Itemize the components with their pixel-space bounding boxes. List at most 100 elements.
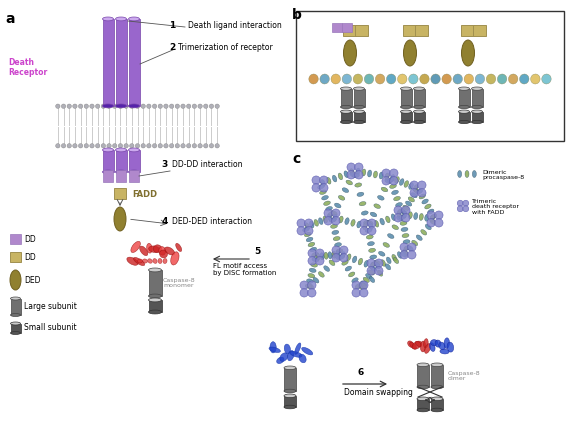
Ellipse shape — [385, 264, 390, 270]
Ellipse shape — [332, 254, 340, 262]
Ellipse shape — [360, 289, 368, 297]
Ellipse shape — [339, 196, 345, 201]
Ellipse shape — [430, 216, 434, 222]
Ellipse shape — [368, 171, 372, 178]
Ellipse shape — [333, 215, 337, 222]
Text: Caspase-8
dimer: Caspase-8 dimer — [448, 370, 481, 380]
Ellipse shape — [128, 105, 140, 109]
Ellipse shape — [420, 341, 426, 352]
Ellipse shape — [133, 258, 145, 266]
Ellipse shape — [508, 75, 518, 85]
Ellipse shape — [377, 196, 384, 201]
Bar — [103, 150, 113, 173]
Ellipse shape — [324, 217, 332, 225]
Ellipse shape — [290, 351, 302, 357]
Ellipse shape — [408, 197, 414, 202]
Ellipse shape — [328, 213, 335, 217]
Ellipse shape — [392, 255, 397, 261]
Ellipse shape — [353, 106, 364, 109]
Ellipse shape — [332, 231, 339, 235]
Ellipse shape — [458, 121, 470, 124]
Ellipse shape — [444, 338, 450, 348]
Ellipse shape — [359, 202, 366, 206]
Text: 5: 5 — [254, 246, 260, 256]
Ellipse shape — [385, 174, 389, 181]
Bar — [284, 396, 296, 407]
Ellipse shape — [453, 75, 462, 85]
Ellipse shape — [302, 348, 313, 355]
Bar — [431, 365, 443, 387]
Ellipse shape — [336, 251, 340, 258]
Ellipse shape — [386, 257, 391, 264]
Ellipse shape — [311, 263, 317, 268]
Bar — [284, 368, 296, 391]
Ellipse shape — [399, 216, 406, 220]
Ellipse shape — [471, 88, 482, 91]
Ellipse shape — [209, 144, 214, 149]
Ellipse shape — [295, 343, 301, 354]
Ellipse shape — [284, 389, 296, 393]
Ellipse shape — [10, 314, 21, 317]
Ellipse shape — [313, 278, 319, 283]
Ellipse shape — [408, 246, 413, 251]
Ellipse shape — [531, 75, 540, 85]
Ellipse shape — [374, 261, 381, 265]
Ellipse shape — [364, 221, 371, 225]
Ellipse shape — [323, 217, 328, 223]
Ellipse shape — [392, 225, 398, 230]
Ellipse shape — [408, 243, 416, 252]
Ellipse shape — [347, 164, 355, 172]
Ellipse shape — [198, 144, 202, 149]
Ellipse shape — [284, 405, 296, 409]
Ellipse shape — [135, 144, 140, 149]
Ellipse shape — [95, 105, 100, 109]
Bar — [103, 20, 113, 106]
Ellipse shape — [370, 213, 377, 217]
Ellipse shape — [149, 310, 161, 314]
Ellipse shape — [321, 196, 328, 201]
Ellipse shape — [402, 214, 410, 222]
Ellipse shape — [116, 105, 127, 109]
Ellipse shape — [370, 255, 377, 259]
Ellipse shape — [409, 183, 413, 190]
Bar — [353, 112, 364, 123]
Bar — [417, 399, 429, 410]
Ellipse shape — [431, 408, 443, 412]
Ellipse shape — [458, 111, 470, 114]
Ellipse shape — [332, 210, 340, 218]
Ellipse shape — [411, 193, 417, 199]
Bar — [471, 89, 482, 108]
Ellipse shape — [416, 190, 422, 195]
Ellipse shape — [352, 281, 360, 290]
Bar — [10, 299, 21, 315]
Ellipse shape — [394, 214, 402, 222]
Ellipse shape — [186, 105, 191, 109]
Ellipse shape — [383, 243, 389, 248]
Ellipse shape — [175, 144, 180, 149]
Ellipse shape — [287, 351, 294, 361]
Ellipse shape — [370, 263, 374, 270]
Ellipse shape — [310, 268, 316, 273]
Ellipse shape — [396, 203, 402, 207]
Ellipse shape — [358, 285, 364, 290]
Ellipse shape — [363, 223, 367, 230]
Ellipse shape — [103, 170, 113, 174]
Ellipse shape — [317, 185, 324, 190]
Ellipse shape — [425, 204, 431, 210]
Ellipse shape — [67, 144, 71, 149]
Ellipse shape — [316, 257, 324, 265]
Ellipse shape — [328, 215, 332, 222]
Ellipse shape — [331, 225, 337, 229]
Ellipse shape — [519, 75, 529, 85]
Ellipse shape — [141, 144, 145, 149]
Ellipse shape — [347, 254, 351, 261]
Text: Domain swapping: Domain swapping — [344, 387, 413, 396]
Ellipse shape — [385, 216, 390, 223]
Ellipse shape — [329, 260, 335, 266]
Ellipse shape — [392, 191, 398, 195]
Bar — [458, 89, 470, 108]
Ellipse shape — [118, 144, 123, 149]
Ellipse shape — [369, 277, 374, 283]
Bar — [128, 20, 140, 106]
Ellipse shape — [367, 221, 373, 226]
